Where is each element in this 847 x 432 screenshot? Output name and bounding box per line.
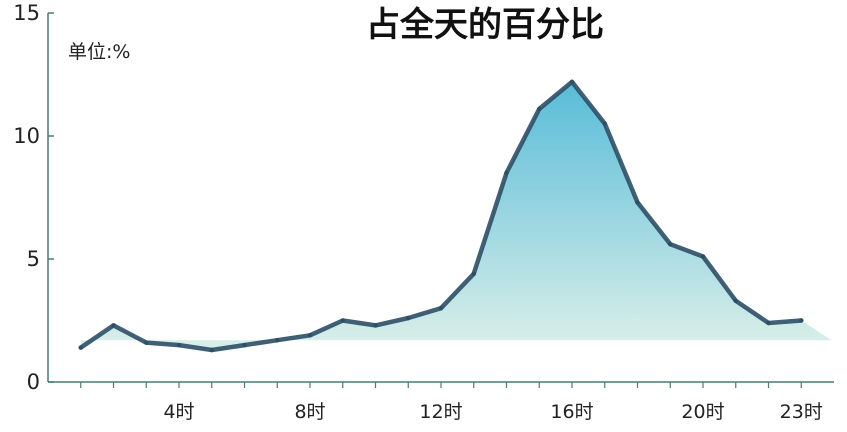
y-tick-label: 0 (27, 370, 40, 394)
data-point (176, 342, 182, 348)
data-point (799, 318, 804, 323)
y-tick-label: 15 (13, 1, 40, 25)
data-point (733, 298, 738, 304)
unit-label: 单位:% (68, 41, 130, 63)
x-tick-label: 8时 (294, 401, 325, 423)
x-tick-label: 20时 (681, 401, 724, 423)
data-point (275, 337, 280, 343)
y-tick-label: 5 (27, 247, 40, 271)
data-point (766, 320, 771, 326)
data-point (635, 200, 640, 205)
data-point (78, 345, 83, 350)
data-point (471, 271, 476, 276)
x-tick-label: 4时 (163, 401, 194, 423)
data-point (668, 242, 673, 247)
data-point (111, 323, 116, 328)
data-point (340, 318, 345, 323)
data-point (209, 347, 214, 353)
data-point (242, 342, 247, 348)
area-fill (80, 81, 832, 351)
x-tick-label: 12时 (419, 401, 462, 423)
y-tick-label: 10 (13, 124, 40, 148)
data-point (504, 170, 509, 176)
data-point (406, 315, 411, 321)
data-point (602, 121, 607, 126)
chart-title: 占全天的百分比 (366, 5, 604, 45)
data-point (307, 333, 313, 338)
data-point (569, 79, 575, 85)
data-point (537, 106, 542, 112)
x-tick-label: 16时 (550, 401, 593, 423)
data-point (373, 323, 378, 328)
data-point (438, 306, 444, 311)
x-tick-label: 23时 (780, 401, 823, 423)
data-point (144, 340, 149, 345)
data-point (700, 254, 706, 259)
plot-area: 0 5 10 15 4时 8时 12时 16时 20时 23时 (13, 1, 834, 423)
